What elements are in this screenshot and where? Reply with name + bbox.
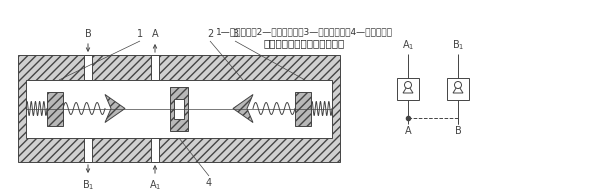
Polygon shape [105, 94, 125, 123]
Text: 4: 4 [206, 178, 212, 188]
Text: A: A [151, 29, 158, 39]
Text: A$_1$: A$_1$ [402, 38, 414, 52]
Text: 3: 3 [232, 29, 238, 39]
Polygon shape [453, 85, 463, 93]
Polygon shape [26, 80, 332, 138]
Text: 1—控制活塞；2—單向閥閥芯；3—單向閥彈簧；4—卸截閥閥芯: 1—控制活塞；2—單向閥閥芯；3—單向閥彈簧；4—卸截閥閥芯 [215, 27, 393, 36]
Text: 2: 2 [207, 29, 213, 39]
Polygon shape [84, 138, 92, 162]
Circle shape [455, 82, 461, 89]
Text: A: A [405, 126, 412, 136]
Circle shape [404, 82, 412, 89]
Polygon shape [174, 98, 184, 119]
Polygon shape [403, 85, 413, 93]
Polygon shape [295, 92, 311, 126]
Text: B$_1$: B$_1$ [452, 38, 464, 52]
Text: B: B [455, 126, 461, 136]
Polygon shape [18, 55, 340, 162]
Text: 雙液控單向閥結構與圖形符號: 雙液控單向閥結構與圖形符號 [263, 38, 345, 48]
Polygon shape [84, 55, 92, 80]
Text: A$_1$: A$_1$ [149, 178, 161, 190]
Polygon shape [151, 55, 159, 80]
Polygon shape [397, 78, 419, 100]
Polygon shape [170, 86, 188, 131]
Polygon shape [447, 78, 469, 100]
Polygon shape [47, 92, 63, 126]
Text: B: B [85, 29, 91, 39]
Text: B$_1$: B$_1$ [82, 178, 94, 190]
Polygon shape [151, 138, 159, 162]
Polygon shape [233, 94, 253, 123]
Text: 1: 1 [137, 29, 143, 39]
